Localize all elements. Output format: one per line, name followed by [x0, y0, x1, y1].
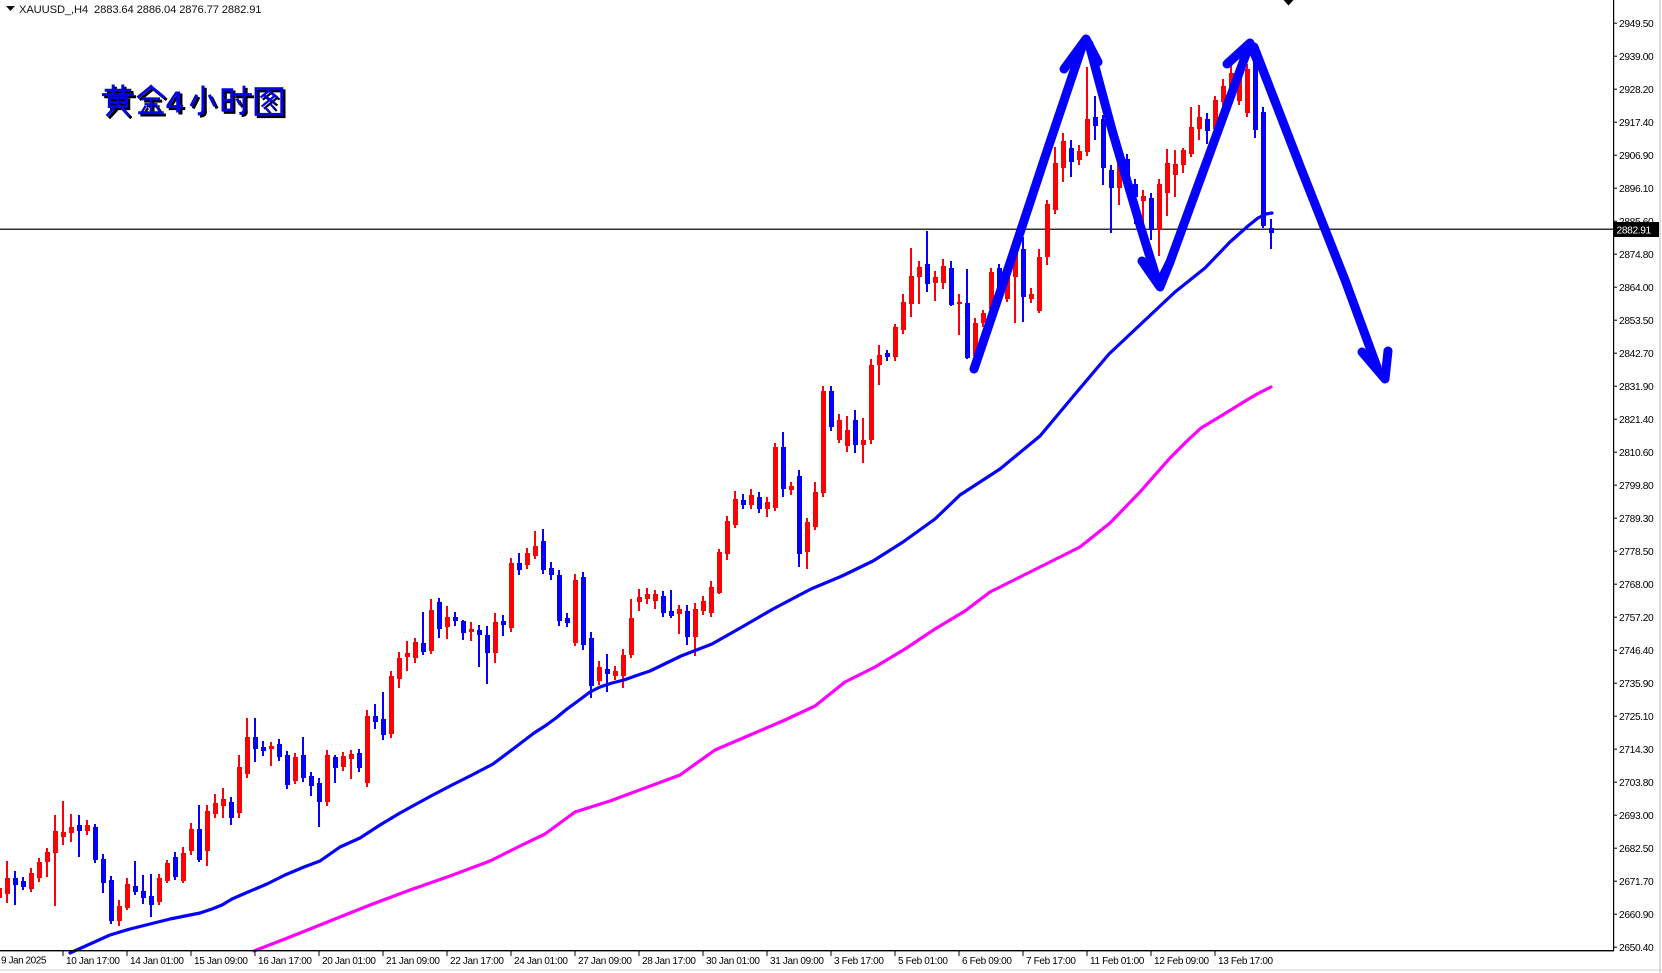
- svg-text:24 Jan 01:00: 24 Jan 01:00: [514, 956, 568, 967]
- svg-text:21 Jan 09:00: 21 Jan 09:00: [386, 956, 440, 967]
- svg-text:2799.80: 2799.80: [1619, 481, 1654, 492]
- svg-text:2928.20: 2928.20: [1619, 85, 1654, 96]
- svg-text:2853.50: 2853.50: [1619, 316, 1654, 327]
- svg-text:2725.10: 2725.10: [1619, 712, 1654, 723]
- svg-text:2949.50: 2949.50: [1619, 19, 1654, 30]
- svg-text:2917.40: 2917.40: [1619, 118, 1654, 129]
- svg-text:2864.00: 2864.00: [1619, 283, 1654, 294]
- svg-text:14 Jan 01:00: 14 Jan 01:00: [130, 956, 184, 967]
- svg-text:7 Feb 17:00: 7 Feb 17:00: [1026, 956, 1076, 967]
- svg-text:2778.50: 2778.50: [1619, 547, 1654, 558]
- svg-text:2842.70: 2842.70: [1619, 349, 1654, 360]
- svg-text:2810.60: 2810.60: [1619, 448, 1654, 459]
- svg-text:4: 4: [168, 87, 186, 122]
- svg-text:15 Jan 09:00: 15 Jan 09:00: [194, 956, 248, 967]
- svg-text:27 Jan 09:00: 27 Jan 09:00: [578, 956, 632, 967]
- svg-text:31 Jan 09:00: 31 Jan 09:00: [770, 956, 824, 967]
- svg-text:2882.91: 2882.91: [1617, 225, 1652, 236]
- svg-text:2821.40: 2821.40: [1619, 415, 1654, 426]
- svg-text:5 Feb 01:00: 5 Feb 01:00: [898, 956, 948, 967]
- svg-text:9 Jan 2025: 9 Jan 2025: [1, 956, 47, 967]
- svg-text:30 Jan 01:00: 30 Jan 01:00: [706, 956, 760, 967]
- svg-text:2671.70: 2671.70: [1619, 877, 1654, 888]
- svg-text:2939.00: 2939.00: [1619, 52, 1654, 63]
- svg-text:2735.90: 2735.90: [1619, 679, 1654, 690]
- svg-text:2714.30: 2714.30: [1619, 745, 1654, 756]
- svg-text:2660.90: 2660.90: [1619, 910, 1654, 921]
- svg-text:2650.40: 2650.40: [1619, 943, 1654, 954]
- svg-text:2746.40: 2746.40: [1619, 646, 1654, 657]
- svg-text:28 Jan 17:00: 28 Jan 17:00: [642, 956, 696, 967]
- svg-text:3 Feb 17:00: 3 Feb 17:00: [834, 956, 884, 967]
- svg-text:2768.00: 2768.00: [1619, 580, 1654, 591]
- svg-text:2906.90: 2906.90: [1619, 151, 1654, 162]
- svg-text:2789.30: 2789.30: [1619, 514, 1654, 525]
- svg-text:2757.20: 2757.20: [1619, 613, 1654, 624]
- svg-text:2896.10: 2896.10: [1619, 184, 1654, 195]
- svg-text:XAUUSD_,H4 2883.64 2886.04 28: XAUUSD_,H4 2883.64 2886.04 2876.77 2882.…: [19, 4, 261, 16]
- svg-text:2874.80: 2874.80: [1619, 250, 1654, 261]
- svg-text:6 Feb 09:00: 6 Feb 09:00: [962, 956, 1012, 967]
- svg-text:10 Jan 17:00: 10 Jan 17:00: [66, 956, 120, 967]
- svg-text:2703.80: 2703.80: [1619, 778, 1654, 789]
- svg-text:13 Feb 17:00: 13 Feb 17:00: [1218, 956, 1274, 967]
- svg-text:16 Jan 17:00: 16 Jan 17:00: [258, 956, 312, 967]
- svg-text:12 Feb 09:00: 12 Feb 09:00: [1154, 956, 1210, 967]
- svg-text:2831.90: 2831.90: [1619, 382, 1654, 393]
- svg-text:22 Jan 17:00: 22 Jan 17:00: [450, 956, 504, 967]
- svg-text:2682.50: 2682.50: [1619, 844, 1654, 855]
- svg-text:4: 4: [166, 85, 184, 120]
- svg-text:20 Jan 01:00: 20 Jan 01:00: [322, 956, 376, 967]
- svg-text:2693.00: 2693.00: [1619, 811, 1654, 822]
- svg-text:11 Feb 01:00: 11 Feb 01:00: [1090, 956, 1145, 967]
